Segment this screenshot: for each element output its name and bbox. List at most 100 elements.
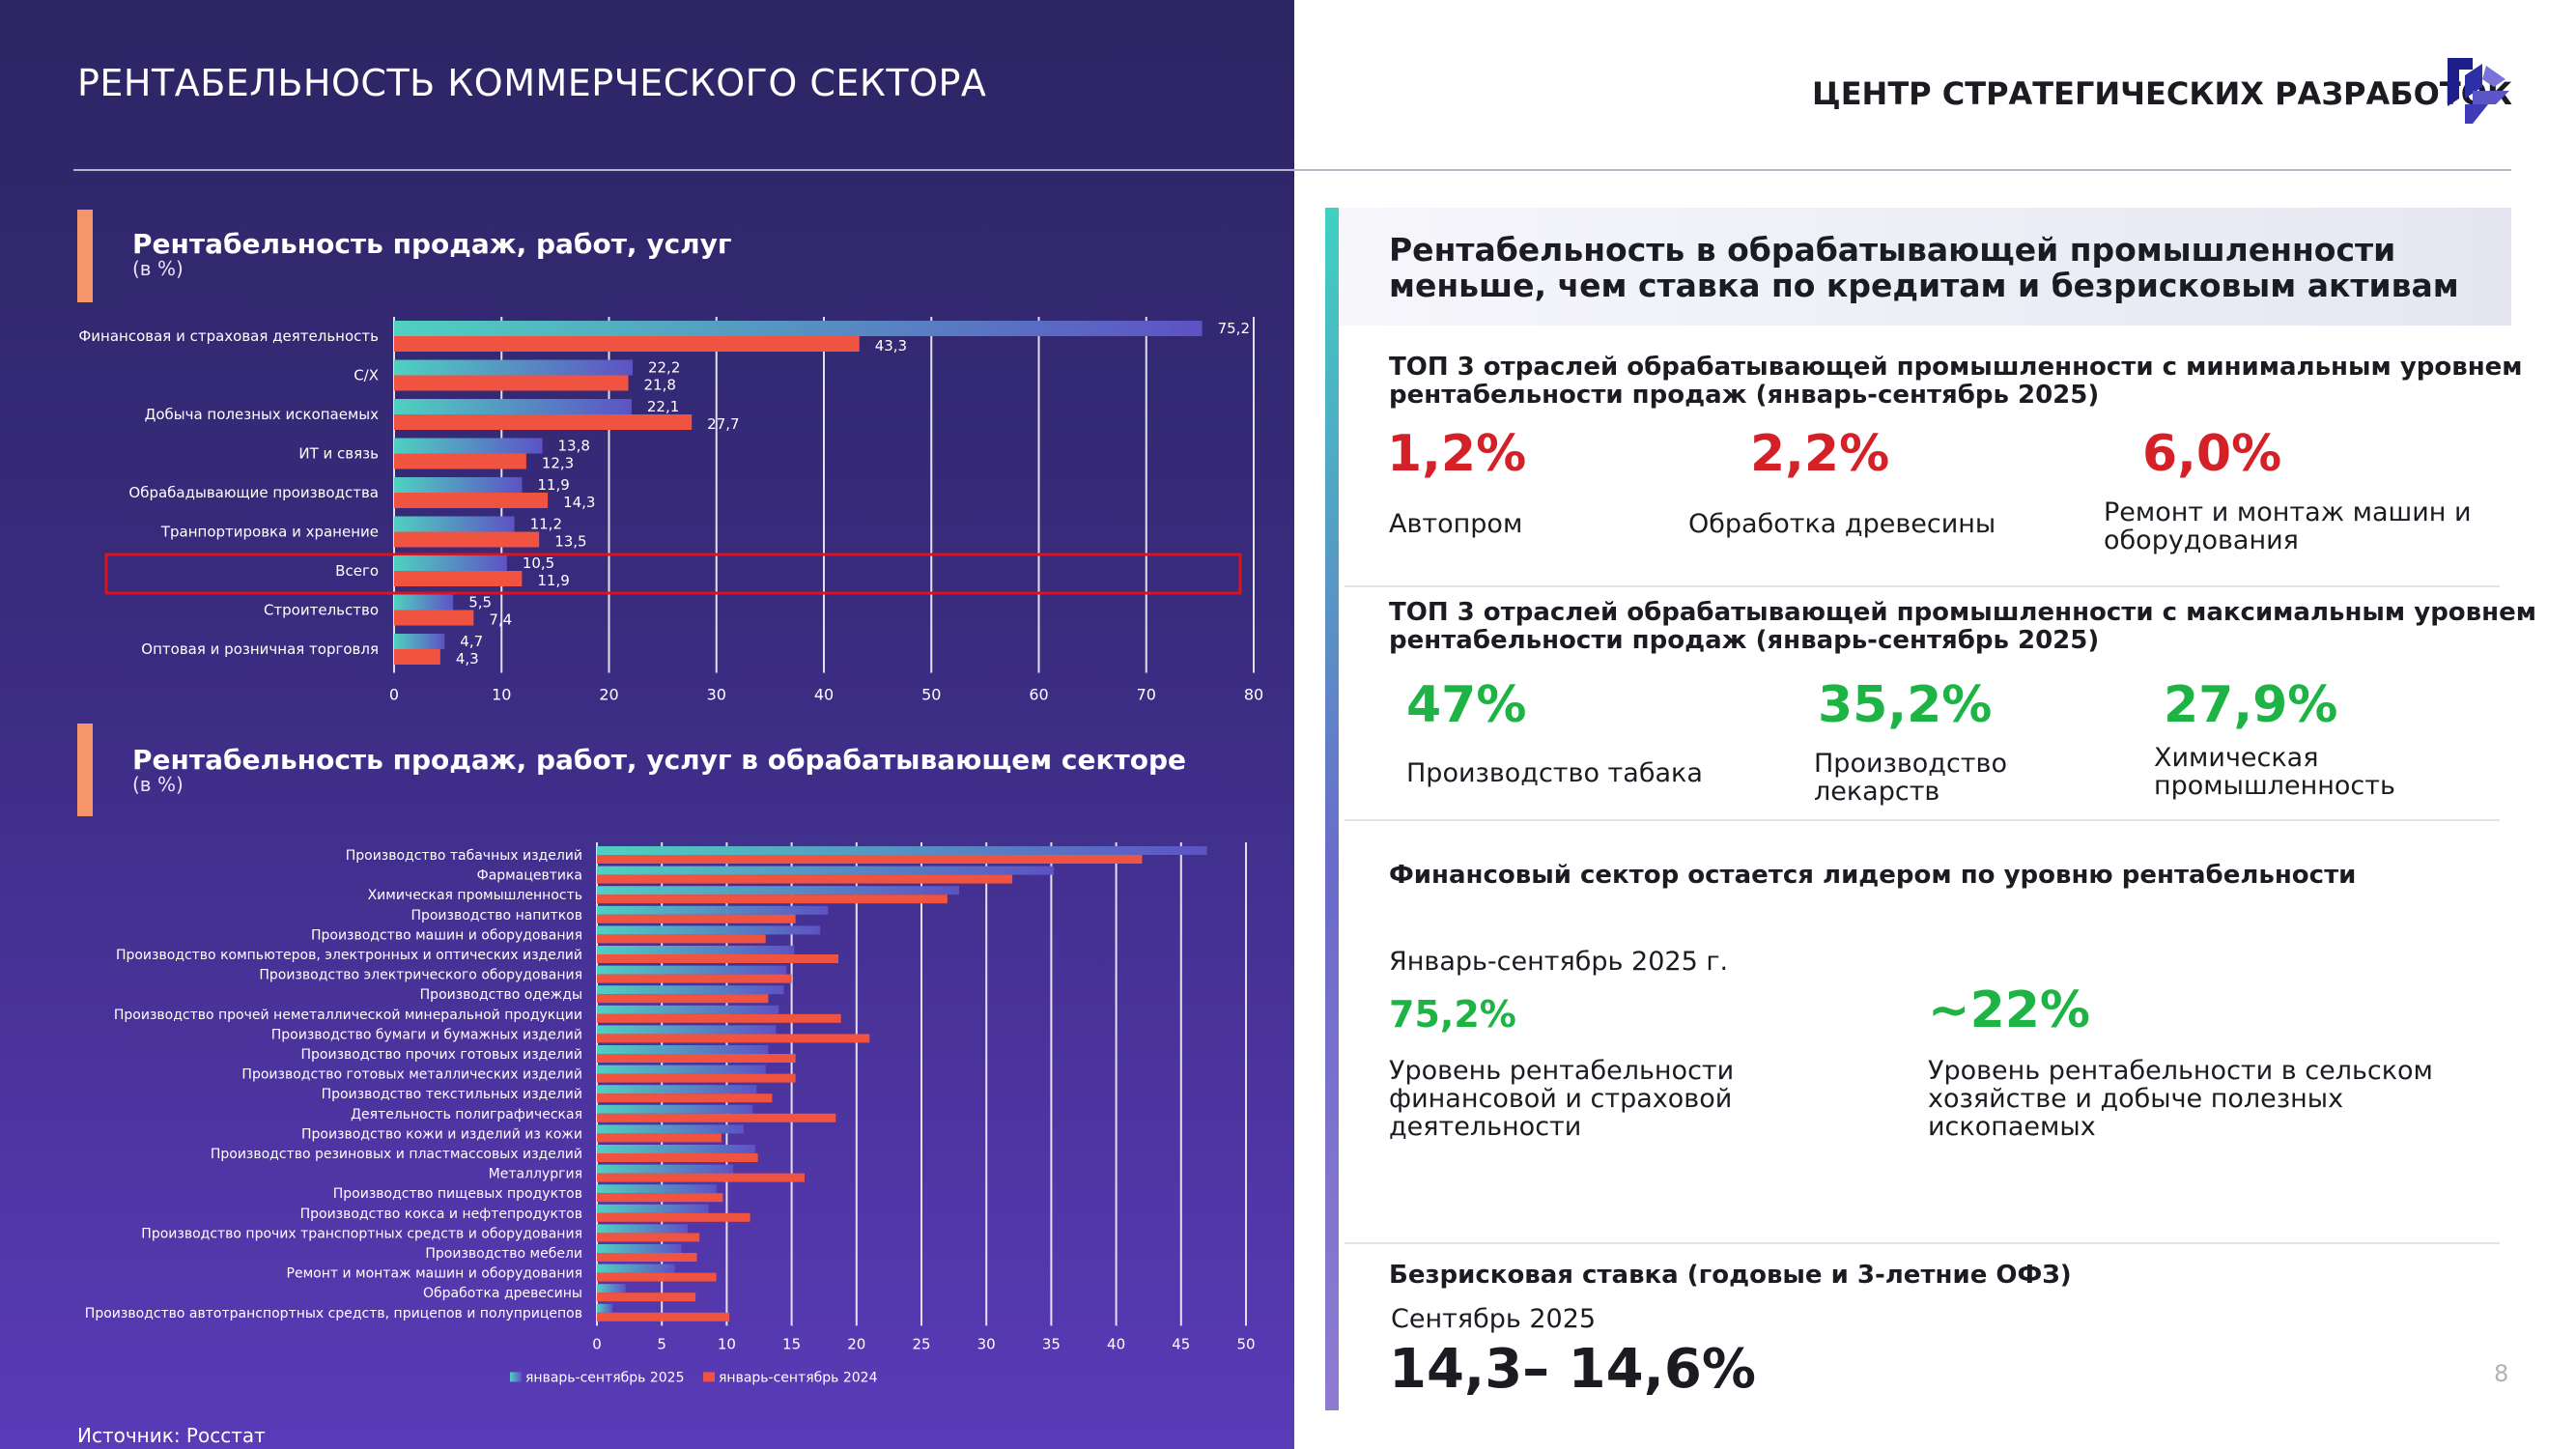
category-label: Металлургия xyxy=(489,1167,582,1182)
bar-2025 xyxy=(394,438,543,454)
category-label: Производство одежды xyxy=(420,987,582,1003)
chart1-sectors: 0 10 20 30 40 50 60 70 80 Финансовая и страховая … xyxy=(78,317,1263,704)
value-label: 43,3 xyxy=(875,337,907,355)
bar-2024 xyxy=(597,1233,700,1242)
category-label: Производство кожи и изделий из кожи xyxy=(301,1126,582,1142)
bar-2025 xyxy=(394,359,633,376)
bar-2025 xyxy=(597,1164,734,1174)
section-divider xyxy=(1345,1242,2500,1244)
section-marker xyxy=(77,210,93,302)
category-label: Финансовая и страховая деятельность xyxy=(78,327,379,345)
bar-2025 xyxy=(394,399,632,414)
category-label: Оптовая и розничная торговля xyxy=(141,640,379,658)
min-stat-label: Ремонт и монтаж машин и оборудования xyxy=(2104,497,2472,555)
category-label: Всего xyxy=(335,562,379,580)
value-label: 14,3 xyxy=(563,494,595,511)
value-label: 5,5 xyxy=(468,594,492,611)
highlight-frame xyxy=(104,553,1242,595)
bar-2024 xyxy=(394,336,860,352)
value-label: 13,5 xyxy=(554,533,586,551)
legend-swatch-2025 xyxy=(510,1372,522,1382)
brand-name: ЦЕНТР СТРАТЕГИЧЕСКИХ РАЗРАБОТОК xyxy=(1812,75,2513,112)
bar-2024 xyxy=(597,914,796,923)
bar-2024 xyxy=(597,895,948,904)
finance-stat-label: Уровень рентабельности финансовой и стра… xyxy=(1389,1056,1735,1142)
bar-2024 xyxy=(597,1293,696,1302)
bar-2024 xyxy=(394,531,540,548)
accent-bar xyxy=(1325,208,1339,1410)
section-divider xyxy=(1345,585,2500,587)
bar-2025 xyxy=(394,321,1203,336)
x-tick-label: 10 xyxy=(492,686,511,704)
value-label: 22,1 xyxy=(647,398,679,415)
bar-2024 xyxy=(597,1193,723,1203)
finance-period: Январь-сентябрь 2025 г. xyxy=(1389,947,1729,977)
category-label: Химическая промышленность xyxy=(368,888,582,903)
value-label: 11,2 xyxy=(530,516,562,533)
bar-2024 xyxy=(597,1034,870,1043)
bar-2025 xyxy=(597,1244,682,1253)
x-tick-label: 50 xyxy=(921,686,941,704)
csr-logo-icon xyxy=(2448,58,2509,124)
category-label: Добыча полезных ископаемых xyxy=(145,406,380,423)
x-tick-label: 15 xyxy=(782,1335,801,1352)
value-label: 4,7 xyxy=(460,633,483,650)
x-tick-label: 80 xyxy=(1244,686,1263,704)
finance-heading: Финансовый сектор остается лидером по ур… xyxy=(1389,861,2357,890)
category-label: Производство кокса и нефтепродуктов xyxy=(300,1207,582,1222)
legend-label-2024: январь-сентябрь 2024 xyxy=(719,1370,878,1385)
header-divider-right xyxy=(1294,169,2511,171)
x-tick-label: 30 xyxy=(707,686,726,704)
rate-value: 14,3– 14,6% xyxy=(1389,1338,1756,1401)
x-tick-label: 20 xyxy=(599,686,618,704)
bar-2024 xyxy=(597,994,769,1004)
value-label: 12,3 xyxy=(542,455,574,472)
chart2-title: Рентабельность продаж, работ, услуг в об… xyxy=(132,744,1186,776)
category-label: Обработка древесины xyxy=(423,1286,582,1301)
bar-2025 xyxy=(597,1145,755,1153)
finance-stat-value: ~22% xyxy=(1928,981,2091,1039)
x-tick-label: 40 xyxy=(814,686,834,704)
max-stat-value: 47% xyxy=(1406,676,1527,734)
bar-2025 xyxy=(597,946,795,954)
category-label: Производство пищевых продуктов xyxy=(333,1186,582,1202)
bar-2024 xyxy=(597,1173,806,1182)
bar-2025 xyxy=(597,985,784,995)
x-tick-label: 0 xyxy=(389,686,399,704)
bar-2024 xyxy=(597,974,792,983)
x-tick-label: 50 xyxy=(1236,1335,1255,1352)
bar-2025 xyxy=(597,1204,709,1213)
category-label: Транпортировка и хранение xyxy=(160,524,379,541)
rate-period: Сентябрь 2025 xyxy=(1391,1304,1597,1334)
bar-2025 xyxy=(597,1025,777,1035)
bar-2025 xyxy=(394,594,454,611)
value-label: 7,4 xyxy=(489,611,512,629)
category-label: Ремонт и монтаж машин и оборудования xyxy=(287,1266,582,1282)
chart1-subtitle: (в %) xyxy=(132,257,184,280)
value-label: 75,2 xyxy=(1218,320,1250,337)
bar-2025 xyxy=(394,477,523,493)
category-label: Производство компьютеров, электронных и … xyxy=(116,948,582,963)
bar-2024 xyxy=(394,571,523,586)
headline-box xyxy=(1339,208,2511,326)
x-tick-label: 0 xyxy=(592,1335,602,1352)
category-label: С/Х xyxy=(354,367,379,384)
category-label: Производство готовых металлических издел… xyxy=(241,1067,582,1083)
x-tick-label: 70 xyxy=(1137,686,1156,704)
bar-2024 xyxy=(597,1133,722,1143)
value-label: 11,9 xyxy=(537,572,569,589)
bar-2024 xyxy=(597,934,766,944)
category-label: Производство резиновых и пластмассовых и… xyxy=(211,1147,582,1162)
value-label: 22,2 xyxy=(648,359,680,377)
bar-2024 xyxy=(597,1253,697,1262)
bar-2024 xyxy=(597,874,1013,884)
category-label: Производство прочих готовых изделий xyxy=(300,1047,582,1063)
bar-2025 xyxy=(394,634,445,649)
bar-2024 xyxy=(597,1272,717,1282)
category-label: Производство прочих транспортных средств… xyxy=(141,1226,582,1241)
category-label: Производство электрического оборудования xyxy=(259,968,582,983)
bar-2025 xyxy=(597,886,959,895)
left-panel: РЕНТАБЕЛЬНОСТЬ КОММЕРЧЕСКОГО СЕКТОРА Рен… xyxy=(0,0,1294,1449)
bar-2025 xyxy=(597,1284,626,1293)
category-label: Строительство xyxy=(264,602,379,619)
